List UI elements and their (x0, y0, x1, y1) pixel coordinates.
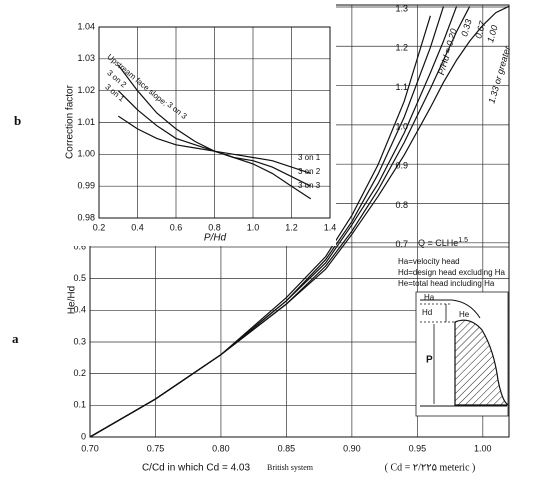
y2-tick-label: 0.9 (395, 161, 408, 171)
x-axis-label: P/Hd (204, 233, 227, 244)
y-tick-label: 0.6 (73, 241, 86, 251)
x-tick-label: 1.00 (474, 443, 492, 453)
y-axis-label: He/Hd (67, 286, 78, 314)
y2-tick-label: 0.7 (395, 239, 408, 249)
y-tick-label: 0.2 (73, 368, 86, 378)
sketch-label: Hd (422, 308, 432, 317)
series-line (90, 6, 471, 437)
sketch-label: Ha (424, 293, 435, 302)
x-tick-label: 0.80 (212, 443, 230, 453)
x-tick-label: 0.70 (81, 443, 99, 453)
y2-tick-label: 1.3 (395, 3, 408, 13)
formula: Q = CLHe1.5 (418, 237, 468, 249)
y-tick-label: 0.98 (77, 212, 95, 222)
y-tick-label: 1.01 (77, 117, 95, 127)
x-tick-label: 0.90 (343, 443, 361, 453)
formula-exponent: 1.5 (458, 237, 468, 244)
y-tick-label: 0.4 (73, 305, 86, 315)
series-label: 3 on 3 (165, 100, 189, 121)
x-tick-label: 1.4 (324, 222, 337, 232)
y-tick-label: 0.3 (73, 336, 86, 346)
y-tick-label: 1.00 (77, 149, 95, 159)
series-label: 0.33 (459, 18, 473, 38)
annotation: Ha=velocity head (398, 257, 460, 266)
series-line (90, 6, 458, 437)
series-label: 3 on 3 (298, 181, 321, 190)
y-tick-label: 0.1 (73, 400, 86, 410)
series-label: 1.00 (485, 24, 499, 44)
x-tick-label: 0.4 (131, 222, 144, 232)
water-surface (420, 299, 481, 319)
formula-text: Q = CLHe (418, 238, 458, 248)
series-line (117, 115, 311, 174)
y2-tick-label: 1.0 (395, 121, 408, 131)
series-line (90, 5, 509, 437)
y-tick-label: 1.03 (77, 53, 95, 63)
y2-tick-label: 0.8 (395, 200, 408, 210)
y-tick-label: 0 (81, 431, 86, 441)
series-label: 0.67 (473, 19, 488, 40)
dam-body (454, 319, 508, 406)
x-tick-label: 0.8 (208, 222, 221, 232)
x-tick-label: 1.0 (247, 222, 260, 232)
series-group (90, 5, 509, 437)
y-tick-label: 1.04 (77, 21, 95, 31)
sketch-label: P (426, 355, 433, 366)
series-label: 3 on 2 (298, 167, 321, 176)
y-axis-label: Correction factor (65, 84, 76, 159)
y-tick-label: 0.99 (77, 181, 95, 191)
series-label: 3 on 1 (298, 153, 321, 162)
inset-chart: 0.2 0.4 0.6 0.8 1.0 1.2 1.4 0.98 0.99 1.00 1.01 1.0… (0, 0, 336, 246)
x-tick-label: 1.2 (285, 222, 298, 232)
x-tick-label: 0.95 (409, 443, 427, 453)
x-tick-label: 0.6 (170, 222, 183, 232)
x-tick-label: 0.85 (278, 443, 296, 453)
annotations: b a He/Hd Correction factor P/Hd C/Cd in… (12, 84, 506, 473)
sketch-label: He (459, 310, 470, 319)
annotation: He=total head including Ha (398, 279, 495, 288)
x-axis-note: British system (267, 463, 314, 472)
y-tick-label: 1.02 (77, 85, 95, 95)
y2-tick-label: 1.2 (395, 43, 408, 53)
x-tick-label: 0.75 (147, 443, 165, 453)
plot-frame (98, 26, 331, 219)
panel-label: b (14, 113, 21, 128)
y-tick-label: 0.5 (73, 273, 86, 283)
y2-tick-label: 1.1 (395, 82, 408, 92)
x-axis-label: C/Cd in which Cd = 4.03 (142, 463, 251, 474)
metric-note: ( Cd = ۲/۲۲۵ meteric ) (385, 462, 476, 473)
x-tick-label: 0.2 (93, 222, 106, 232)
series-group (117, 64, 312, 200)
annotation: Hd=design head excluding Ha (398, 268, 506, 277)
spillway-sketch: Ha Hd He P (415, 291, 509, 417)
panel-label: a (12, 331, 19, 346)
